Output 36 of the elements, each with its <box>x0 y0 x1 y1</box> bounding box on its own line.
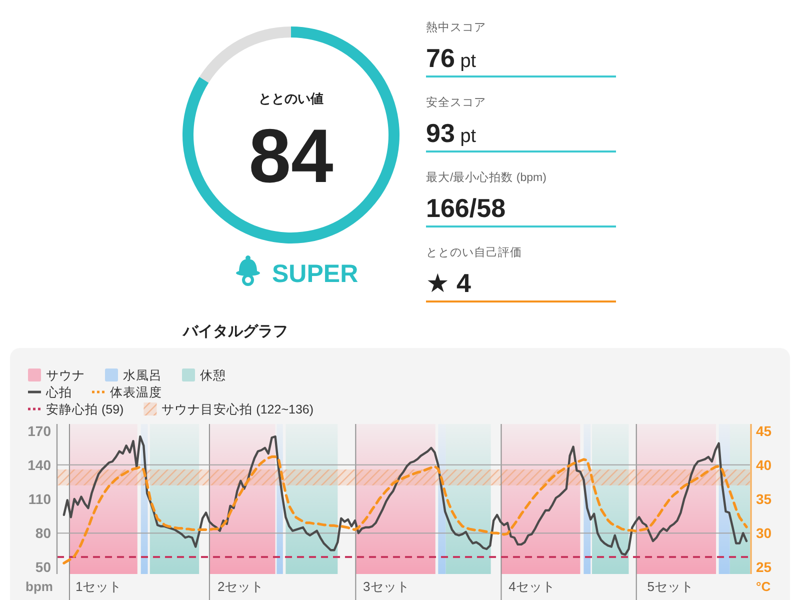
y2-tick-label: 40 <box>756 456 772 473</box>
text: SUPER <box>272 260 358 288</box>
x-tick-label: 2セット <box>218 579 264 594</box>
text: ★ 4 <box>426 268 472 298</box>
legend-label: サウナ目安心拍 (122~136) <box>162 402 314 416</box>
x-tick-label: 5セット <box>647 579 694 594</box>
legend-label: サウナ <box>46 368 85 382</box>
y-tick-label: 170 <box>28 422 52 439</box>
text: 93 pt <box>426 118 477 148</box>
legend-label: 水風呂 <box>123 368 162 382</box>
x-tick-label: 4セット <box>508 579 555 594</box>
y2-axis-title: °C <box>756 579 772 594</box>
y2-tick-label: 35 <box>756 491 772 507</box>
y-tick-label: 50 <box>35 559 52 576</box>
y-tick-label: 80 <box>35 525 52 542</box>
legend-label: 休憩 <box>200 368 226 382</box>
y2-tick-label: 25 <box>756 559 772 576</box>
y-tick-label: 110 <box>28 491 52 507</box>
text: 熱中スコア <box>426 21 486 34</box>
text: ととのい自己評価 <box>426 246 522 259</box>
text: 最大/最小心拍数 (bpm) <box>426 170 547 184</box>
x-tick-label: 3セット <box>363 579 410 594</box>
text: 166/58 <box>426 193 506 223</box>
chart-title: バイタルグラフ <box>182 323 288 340</box>
legend-label: 体表温度 <box>110 386 162 400</box>
y2-tick-label: 45 <box>756 422 772 439</box>
legend-label: 安静心拍 (59) <box>46 402 124 416</box>
value-label: 84 <box>248 114 334 199</box>
x-tick-label: 1セット <box>75 579 122 594</box>
y-axis-title: bpm <box>26 579 53 594</box>
legend-label: 心拍 <box>46 386 72 400</box>
y-tick-label: 140 <box>28 456 52 473</box>
text: ととのい値 <box>258 91 324 106</box>
text: 76 pt <box>426 43 477 73</box>
text: 安全スコア <box>426 95 486 109</box>
y2-tick-label: 30 <box>756 525 772 542</box>
